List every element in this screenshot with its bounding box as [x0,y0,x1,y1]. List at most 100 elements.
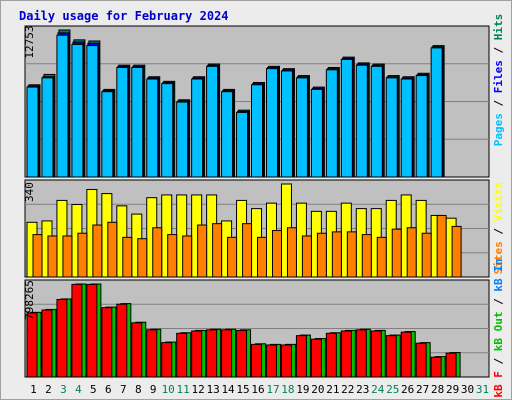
middle-axis-max-label: 340 [23,182,36,202]
bar-pages-day-11 [176,101,189,178]
x-tick-label: 14 [221,383,235,396]
bar-sites-day-20 [316,232,327,278]
bar-pages-day-10 [161,83,174,178]
bar-kb-f-day-20 [310,338,322,378]
x-tick-label: 8 [135,383,142,396]
bar-kb-f-day-16 [251,343,263,378]
middle-panel [24,179,490,278]
bottom-panel [24,279,490,378]
bar-sites-day-1 [32,234,43,278]
legend-entry: Hits [492,14,505,41]
x-tick-label: 26 [401,383,414,396]
bar-kb-f-day-2 [41,309,53,378]
bar-pages-day-27 [415,75,428,178]
bar-sites-day-22 [346,231,357,278]
top-axis-max-label: 12753 [23,25,36,58]
bar-pages-day-20 [310,88,323,178]
series-kb-f [26,283,457,378]
bar-sites-day-21 [331,231,342,278]
x-tick-label: 4 [75,383,82,396]
series-pages [26,34,443,178]
legend-entry: kB Out [492,311,505,351]
bar-pages-day-25 [385,77,398,178]
x-axis-day-labels: 1 2 3 4 5 6 7 8 9 10 11 12 13 14 15 16 17 18 19 20 21 22 23 24 2… [30,383,489,396]
bar-kb-f-day-29 [445,352,457,378]
bar-sites-day-27 [421,232,432,278]
x-tick-label: 30 [461,383,474,396]
bar-sites-day-26 [406,227,417,278]
x-tick-label: 18 [281,383,294,396]
bar-pages-day-18 [280,70,293,178]
bar-sites-day-13 [212,223,223,278]
bar-sites-day-12 [197,224,208,278]
bar-sites-day-19 [301,235,312,278]
bar-sites-day-5 [92,224,103,278]
x-tick-label: 2 [45,383,52,396]
bar-sites-day-23 [361,234,372,278]
bar-kb-f-day-19 [295,335,307,378]
bar-sites-day-3 [62,235,73,278]
x-tick-label: 20 [311,383,324,396]
legend-entry: / [492,40,505,60]
bottom-axis-max-label: 798265 [23,280,36,320]
bar-sites-day-9 [152,227,163,278]
bar-kb-f-day-9 [146,329,158,378]
legend-entry: Pages [492,113,505,146]
bar-pages-day-23 [355,64,368,178]
bar-pages-day-13 [206,65,219,178]
legend-entry: / [492,221,505,241]
x-tick-label: 13 [206,383,219,396]
x-tick-label: 9 [150,383,157,396]
bar-sites-day-4 [77,232,88,278]
bar-kb-f-day-25 [385,335,397,378]
x-tick-label: 24 [371,383,385,396]
bar-pages-day-24 [370,65,383,178]
bar-kb-f-day-14 [221,329,233,378]
bar-sites-day-14 [227,236,238,278]
x-tick-label: 19 [296,383,309,396]
bar-sites-day-7 [122,236,133,278]
chart-panels [24,25,490,378]
bar-kb-f-day-8 [131,322,143,378]
bar-sites-day-6 [107,221,118,278]
bar-sites-day-15 [242,223,253,278]
x-tick-label: 11 [177,383,190,396]
legend-entry: kB In [492,258,505,291]
bar-kb-f-day-1 [26,312,38,378]
legend-entry: Sites [492,241,505,274]
bar-pages-day-17 [265,68,278,178]
legend-entry: kB F [492,371,505,398]
legend-entry: Visits [492,182,505,222]
bottom-panel-legend: kB F / kB Out / kB In [492,258,505,397]
x-tick-label: 27 [416,383,429,396]
bar-sites-day-17 [271,230,282,278]
bar-kb-f-day-7 [116,303,128,378]
x-tick-label: 10 [162,383,175,396]
chart-title: Daily usage for February 2024 [19,9,229,23]
bar-pages-day-5 [86,45,99,178]
bar-kb-f-day-11 [176,332,188,378]
legend-entry: Files [492,60,505,93]
bar-kb-f-day-17 [265,344,277,378]
bar-sites-day-16 [257,236,268,278]
bar-kb-f-day-10 [161,342,173,378]
bar-sites-day-10 [167,234,178,278]
bar-pages-day-9 [146,78,159,178]
bar-sites-day-24 [376,236,387,278]
bar-pages-day-16 [251,84,264,178]
x-tick-label: 31 [476,383,489,396]
bar-kb-f-day-6 [101,307,113,378]
x-tick-label: 17 [266,383,279,396]
bar-sites-day-2 [47,235,58,278]
bar-kb-f-day-23 [355,329,367,378]
bar-sites-day-11 [182,235,193,278]
legend-entry: / [492,351,505,371]
bar-kb-f-day-13 [206,329,218,378]
bar-sites-day-25 [391,228,402,278]
x-tick-label: 5 [90,383,97,396]
bar-kb-f-day-12 [191,330,203,378]
bar-kb-f-day-26 [400,331,412,378]
bar-kb-f-day-24 [370,330,382,378]
bar-pages-day-7 [116,66,129,178]
